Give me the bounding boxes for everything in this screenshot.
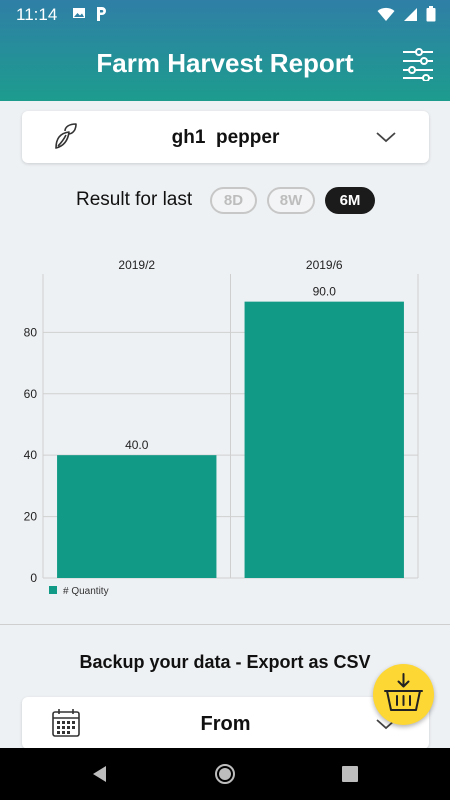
x-tick-label: 2019/6	[306, 258, 343, 272]
from-date-label: From	[200, 713, 251, 735]
signal-icon	[404, 7, 417, 21]
crop-dropdown[interactable]: gh1 pepper	[22, 111, 429, 163]
page-title: Farm Harvest Report	[96, 48, 354, 78]
basket-download-icon	[384, 673, 423, 711]
sliders-icon[interactable]	[402, 47, 434, 81]
range-option-6m[interactable]: 6M	[325, 187, 375, 214]
export-title: Backup your data - Export as CSV	[79, 652, 371, 672]
legend-swatch	[49, 586, 57, 594]
wifi-icon	[377, 7, 395, 21]
app-header: 11:14 Farm Harvest Report	[0, 0, 450, 101]
y-tick-label: 40	[24, 448, 38, 462]
bar-data-label: 90.0	[313, 285, 337, 299]
harvest-bar-chart: 0 20 40 60 80 2019/2 40.0 2019/6 90.0 # Quantity	[24, 258, 419, 597]
range-option-8w[interactable]: 8W	[267, 187, 315, 214]
bar	[57, 455, 217, 578]
y-tick-label: 60	[24, 387, 38, 401]
leaf-icon	[55, 123, 77, 149]
back-icon[interactable]	[88, 762, 112, 786]
y-tick-label: 0	[30, 571, 37, 585]
legend-label: # Quantity	[63, 586, 109, 597]
export-csv-button[interactable]	[373, 664, 434, 725]
section-divider	[0, 624, 450, 625]
home-icon[interactable]	[213, 762, 237, 786]
image-icon	[73, 8, 85, 18]
calendar-icon	[52, 709, 80, 737]
y-tick-label: 20	[24, 510, 38, 524]
from-date-dropdown[interactable]: From	[22, 697, 429, 749]
status-bar: 11:14	[0, 0, 450, 28]
range-selector: Result for last 8D 8W 6M	[0, 186, 450, 216]
range-option-8d[interactable]: 8D	[210, 187, 257, 214]
x-tick-label: 2019/2	[118, 258, 155, 272]
chevron-down-icon	[376, 132, 396, 143]
system-nav-bar	[0, 748, 450, 800]
bar	[244, 301, 404, 578]
parking-app-icon	[97, 7, 106, 21]
range-label: Result for last	[76, 189, 193, 210]
recents-icon[interactable]	[338, 762, 362, 786]
battery-icon	[426, 6, 436, 22]
y-tick-label: 80	[24, 325, 38, 339]
status-time: 11:14	[16, 5, 58, 24]
crop-dropdown-value: gh1 pepper	[171, 127, 280, 148]
bar-data-label: 40.0	[125, 438, 149, 452]
